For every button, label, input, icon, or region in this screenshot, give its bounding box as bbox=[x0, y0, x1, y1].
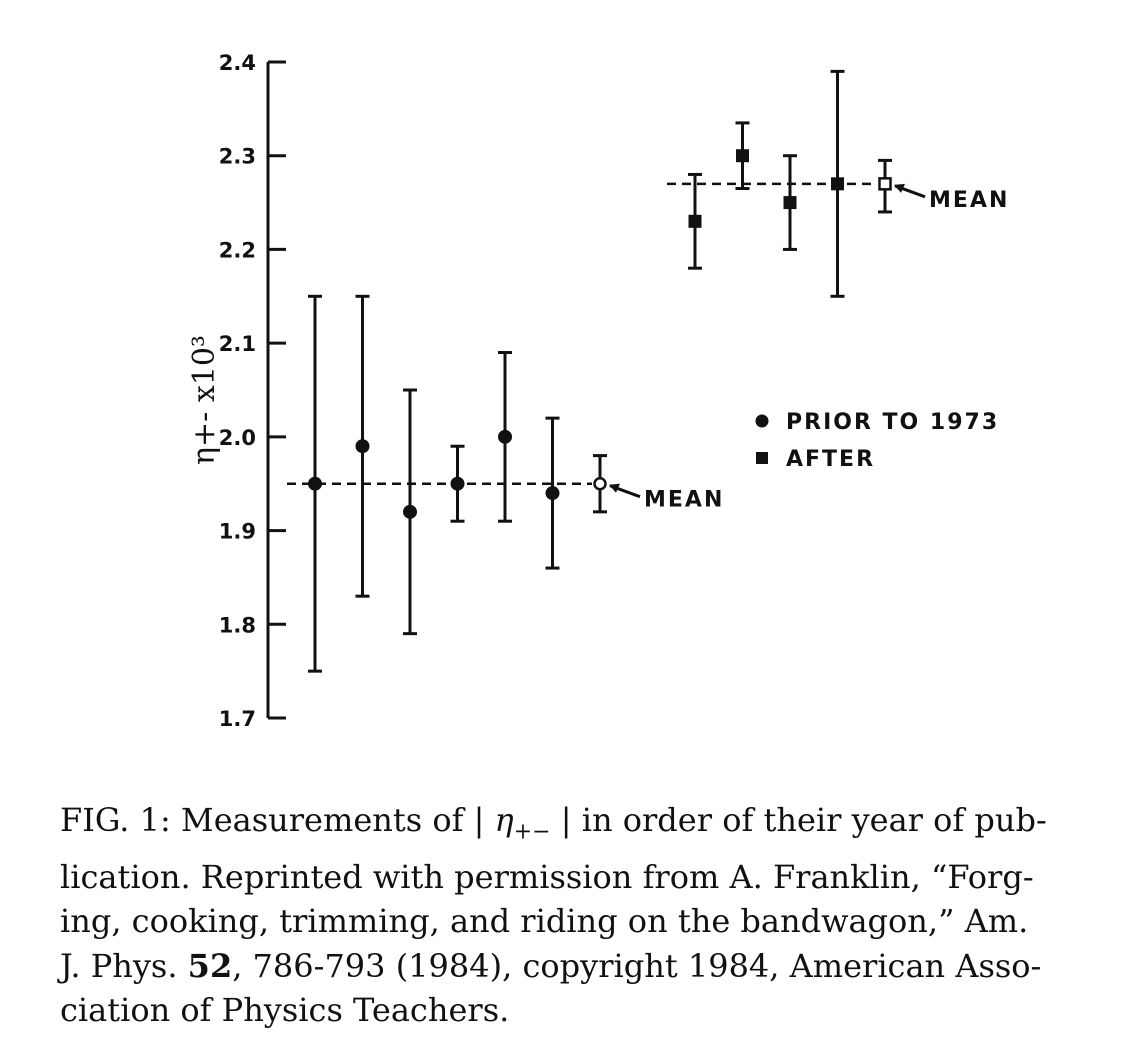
series-0-point-3-marker bbox=[450, 476, 465, 491]
caption-line-2: lication. Reprinted with permission from… bbox=[60, 857, 1034, 896]
legend-marker-0 bbox=[755, 414, 769, 428]
data-points: MEAN MEAN bbox=[308, 69, 1009, 673]
series-1-mean-label: MEAN bbox=[929, 188, 1009, 213]
series-0-mean-arrow-head bbox=[609, 483, 620, 493]
error-bar-chart: 1.71.81.92.02.12.22.32.4 η+- x10³ MEANME… bbox=[187, 51, 1009, 731]
legend: PRIOR TO 1973 AFTER bbox=[755, 410, 999, 472]
series-0-point-0-marker bbox=[308, 476, 322, 491]
caption-line-1-suffix: | in order of their year of pub- bbox=[550, 801, 1047, 839]
series-0-point-1-marker bbox=[355, 439, 370, 454]
caption-line-4: J. Phys. 52, 786-793 (1984), copyright 1… bbox=[60, 944, 1098, 989]
y-tick-label-6: 2.3 bbox=[219, 145, 256, 169]
series-0-mean-marker bbox=[593, 476, 607, 491]
caption-line-4-prefix: J. Phys. bbox=[60, 946, 188, 985]
series-1-point-1-marker bbox=[736, 149, 749, 163]
y-tick-label-0: 1.7 bbox=[219, 707, 256, 731]
figure: 1.7 1.8 1.9 2.0 2.1 2.2 2.3 2.4 η+- x10³ MEAN ME… bbox=[187, 51, 1009, 731]
caption-line-3: ing, cooking, trimming, and riding on th… bbox=[60, 902, 1029, 941]
series-1-point-2-marker bbox=[783, 196, 797, 210]
caption-line-1-prefix: FIG. 1: Measurements of | bbox=[60, 801, 495, 839]
series-0-point-4-marker bbox=[498, 429, 512, 444]
y-tick-label-7: 2.4 bbox=[219, 51, 256, 75]
caption-line-1: FIG. 1: Measurements of | η+− | in order… bbox=[60, 798, 1098, 855]
y-tick-label-4: 2.1 bbox=[219, 332, 256, 356]
y-tick-label-3: 2.0 bbox=[219, 426, 256, 450]
legend-marker-1 bbox=[756, 452, 768, 464]
y-axis-label: η+- x10³ bbox=[187, 335, 222, 465]
series-1-mean-marker bbox=[878, 177, 892, 191]
series-1-mean-arrow-head bbox=[894, 183, 905, 193]
legend-label-1: AFTER bbox=[786, 447, 875, 472]
legend-label-0: PRIOR TO 1973 bbox=[786, 410, 999, 435]
mean-lines bbox=[287, 182, 877, 485]
y-tick-label-5: 2.2 bbox=[219, 238, 256, 262]
series-1-point-0-marker bbox=[688, 214, 702, 228]
y-axis-label-group: η+- x10³ bbox=[187, 335, 222, 465]
series-0-point-5-marker bbox=[545, 486, 560, 501]
y-tick-label-2: 1.9 bbox=[219, 520, 256, 544]
series-0-point-2-marker bbox=[403, 504, 417, 519]
y-axis: 1.7 1.8 1.9 2.0 2.1 2.2 2.3 2.4 bbox=[219, 51, 286, 731]
caption-eta-symbol: η bbox=[494, 801, 514, 839]
figure-caption: FIG. 1: Measurements of | η+− | in order… bbox=[60, 798, 1098, 1033]
series-0-mean-label: MEAN bbox=[644, 488, 724, 513]
caption-line-4-suffix: , 786-793 (1984), copyright 1984, Americ… bbox=[232, 946, 1042, 985]
series-1-point-3-marker bbox=[831, 177, 844, 191]
caption-volume: 52 bbox=[187, 946, 233, 985]
y-tick-label-1: 1.8 bbox=[219, 613, 256, 637]
caption-line-5: ciation of Physics Teachers. bbox=[60, 991, 510, 1030]
caption-eta-subscript: +− bbox=[513, 819, 551, 845]
